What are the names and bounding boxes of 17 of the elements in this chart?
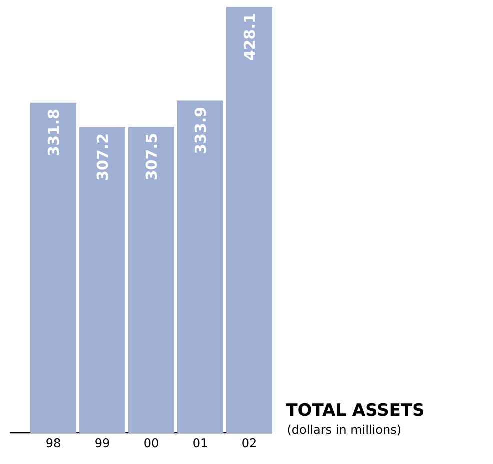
data-label: 307.5 [146,134,158,180]
bar [128,127,175,433]
text: TOTAL ASSETS [286,403,424,416]
bar [30,102,77,433]
x-tick-label: 98 [46,438,60,448]
data-label: 331.8 [48,110,60,156]
text: (dollars in millions) [288,424,401,436]
x-tick-label: 02 [242,438,256,448]
x-tick-label: 99 [96,438,110,448]
x-tick-label: 01 [194,438,208,448]
data-label: 307.2 [96,134,108,180]
data-label: 333.9 [194,108,206,154]
data-label: 428.1 [244,14,256,60]
bar [178,100,224,433]
bar [226,7,273,433]
bar [80,127,126,433]
x-tick-label: 00 [144,438,158,448]
